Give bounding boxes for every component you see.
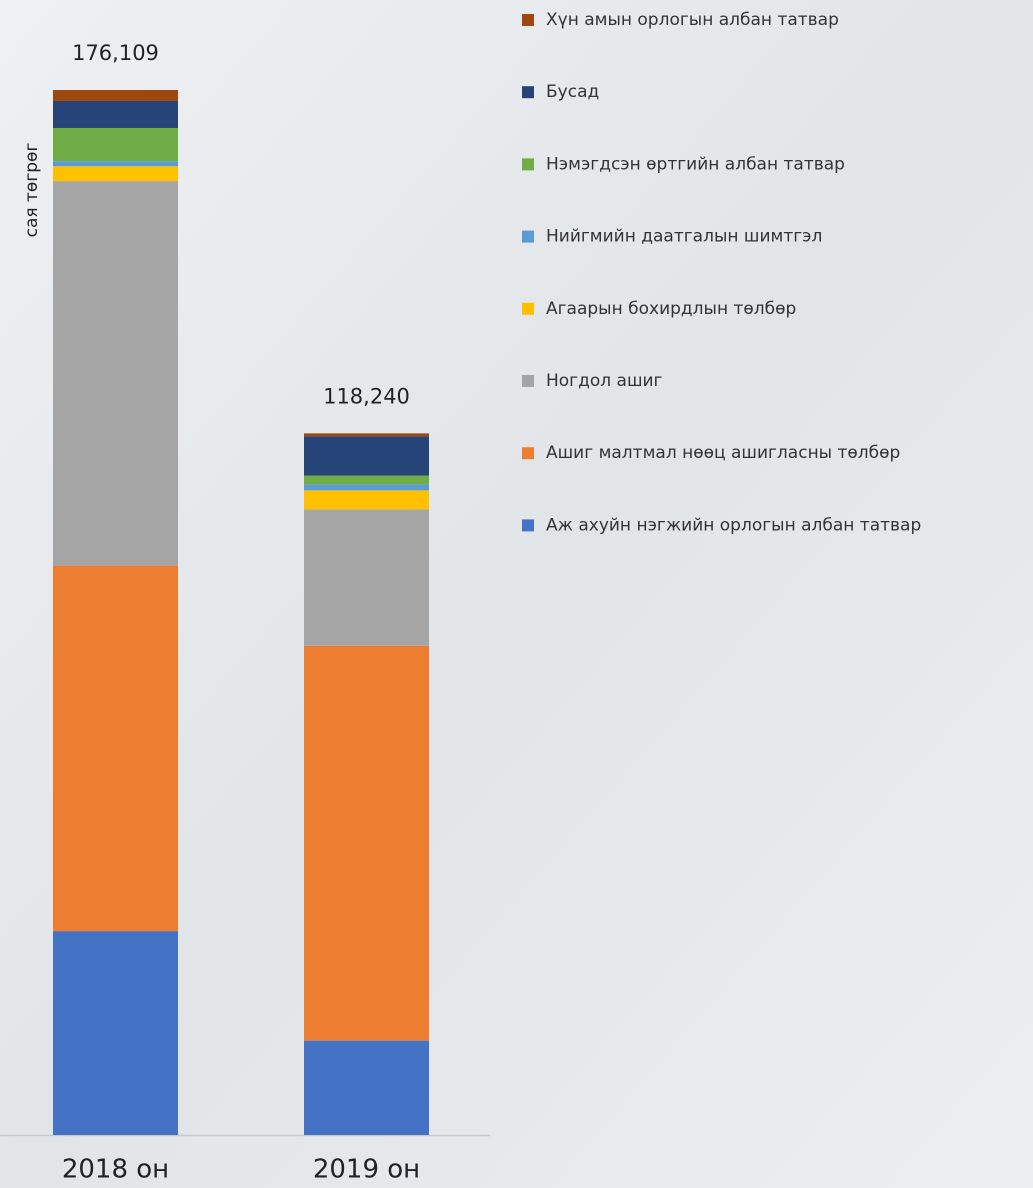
total-label: 118,240 xyxy=(323,384,410,408)
chart: сая төгрөг 2018 он 176,109 2019 он 118,240 А… xyxy=(0,0,1033,1188)
legend-swatch xyxy=(522,86,534,98)
legend-text: Агаарын бохирдлын төлбөр xyxy=(546,299,796,319)
legend-text: Нэмэгдсэн өртгийн албан татвар xyxy=(546,154,845,174)
legend-swatch xyxy=(522,14,534,26)
x-tick-label: 2019 он xyxy=(313,1155,420,1185)
bar-segment xyxy=(304,646,429,1041)
bar-segment xyxy=(304,476,429,485)
legend-text: Хүн амын орлогын албан татвар xyxy=(546,10,839,30)
bar-segment xyxy=(53,161,178,166)
bar-segment xyxy=(53,166,178,181)
legend-swatch xyxy=(522,231,534,243)
total-label: 176,109 xyxy=(72,41,159,65)
x-tick-label: 2018 он xyxy=(62,1155,169,1185)
bar-segment xyxy=(53,931,178,1135)
legend-text: Нийгмийн даатгалын шимтгэл xyxy=(546,227,822,247)
bar-segment xyxy=(304,490,429,509)
bar-segment xyxy=(304,436,429,475)
legend-swatch xyxy=(522,375,534,387)
legend-text: Ашиг малтмал нөөц ашигласны төлбөр xyxy=(546,443,900,463)
y-axis-label: сая төгрөг xyxy=(22,143,42,238)
bar-segment xyxy=(53,181,178,566)
bar-segment xyxy=(304,484,429,490)
legend-text: Бусад xyxy=(546,82,599,102)
bar-segment xyxy=(53,566,178,932)
bar-segment xyxy=(304,433,429,436)
legend-swatch xyxy=(522,519,534,531)
legend-text: Аж ахуйн нэгжийн орлогын албан татвар xyxy=(546,515,921,535)
bar-segment xyxy=(304,1041,429,1135)
page: {"chart_data": {"type": "stacked-bar", "… xyxy=(0,0,1033,1188)
bar-segment xyxy=(53,90,178,101)
bar-segment xyxy=(304,509,429,645)
legend-swatch xyxy=(522,447,534,459)
legend-swatch xyxy=(522,158,534,170)
legend-swatch xyxy=(522,303,534,315)
legend-text: Ногдол ашиг xyxy=(546,371,663,391)
bar-segment xyxy=(53,101,178,128)
bar-segment xyxy=(53,128,178,161)
